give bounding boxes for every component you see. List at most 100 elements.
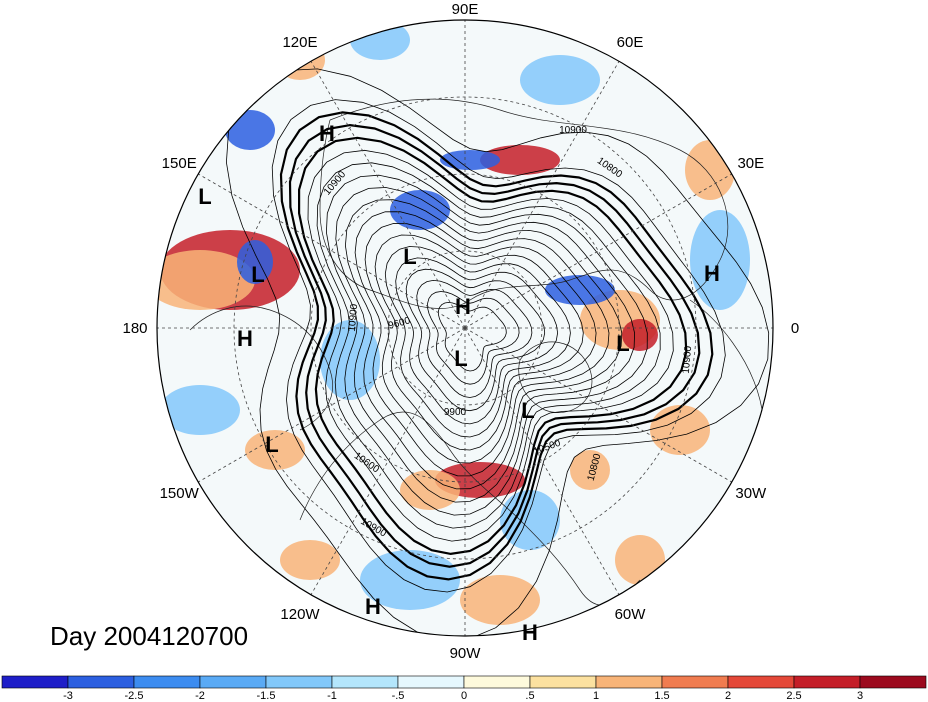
colorbar-tick-label: 0 [461,690,467,702]
height-contour [271,99,726,593]
height-contour [374,234,584,451]
colorbar-tick-label: -.5 [392,690,405,702]
height-contour [344,199,623,490]
contour-value-label: 10900 [347,303,360,332]
anomaly-patch [280,540,340,580]
anomaly-patch [157,250,255,310]
coastline-north-america [299,411,641,606]
low-pressure-label: L [403,244,416,269]
colorbar-segment [199,675,267,689]
height-contour [288,123,701,568]
longitude-label: 150W [160,485,200,502]
longitude-label: 60E [617,34,644,51]
colorbar-tick-label: -2.5 [125,690,144,702]
colorbar-tick-label: -1.5 [257,690,276,702]
high-pressure-label: H [522,620,538,645]
colorbar-segment [331,675,399,689]
coastline-alaska [189,305,333,431]
latitude-circle [387,250,543,406]
colorbar-tick-label: 2.5 [786,690,801,702]
anomaly-patch [480,145,560,175]
anomaly-patch [622,319,658,351]
colorbar-tick-label: 1 [593,690,599,702]
anomaly-patch [237,240,273,284]
low-pressure-label: L [251,262,264,287]
longitude-label: 0 [791,320,799,337]
height-contour [335,187,636,503]
colorbar-segment [793,675,861,689]
anomaly-patch [685,140,735,200]
longitude-label: 60W [615,606,647,623]
height-contour [395,257,559,425]
longitude-label: 30W [735,485,767,502]
coastlines [189,98,765,606]
coastline-greenland [518,341,593,413]
anomaly-patch [390,190,450,230]
longitude-label: 180 [122,320,147,337]
colorbar-segment [595,675,663,689]
height-contour [384,246,571,438]
height-contour [279,111,714,581]
height-contour [427,291,520,385]
anomaly-patch [520,55,600,105]
colorbar-segment [1,675,69,689]
colorbar-segment [133,675,201,689]
map-border [156,19,774,637]
longitude-labels: 90E 60E 30E 0 30W 60W 90W 120W 150W 180 150E 120E [122,1,799,662]
low-pressure-label: L [454,346,467,371]
anomaly-patch [350,20,410,60]
low-pressure-label: L [198,184,211,209]
height-contour [416,279,533,398]
colorbar-tick-label: 2 [725,690,731,702]
high-pressure-label: H [319,121,335,146]
anomaly-patch [440,150,500,170]
colorbar-segment [859,675,927,689]
low-pressure-label: L [265,432,278,457]
colorbar-segment [727,675,795,689]
height-contour [437,301,507,372]
colorbar: -3 -2.5 -2 -1.5 -1 -.5 0 .5 1 1.5 2 2.5 3 [1,675,927,702]
low-pressure-label: L [616,331,629,356]
longitude-label: 30E [737,155,764,172]
high-pressure-label: H [455,294,471,319]
colorbar-segment [463,675,531,689]
height-contour [354,211,610,477]
low-pressure-label: L [521,398,534,423]
coastline-eurasia [319,98,729,309]
anomaly-patch [545,275,615,305]
colorbar-tick-label: -3 [63,690,73,702]
anomaly-patch [225,110,275,150]
colorbar-segment [67,675,135,689]
latitude-circle [310,173,620,483]
height-contours [225,68,770,636]
anomaly-patch [320,320,380,400]
longitude-label: 120W [280,606,320,623]
colorbar-segment [265,675,333,689]
day-label: Day 2004120700 [50,621,248,651]
anomaly-patch [570,450,610,490]
colorbar-segment [661,675,729,689]
anomaly-patch [650,405,710,455]
height-contour [364,223,597,464]
colorbar-segment [529,675,597,689]
contour-value-label: 10900 [681,345,694,374]
colorbar-tick-label: 3 [857,690,863,702]
high-pressure-label: H [704,261,720,286]
anomaly-patch [160,385,240,435]
colorbar-tick-label: 1.5 [654,690,669,702]
height-contour [316,162,661,529]
graticule [157,20,773,636]
high-pressure-label: H [237,326,253,351]
contour-value-label: 9900 [444,407,467,418]
colorbar-tick-label: .5 [525,690,534,702]
colorbar-tick-label: -1 [327,690,337,702]
height-contour [405,268,546,412]
colorbar-segment [397,675,465,689]
anomaly-patch [460,575,540,625]
longitude-label: 90W [450,645,482,662]
longitude-label: 90E [452,1,479,18]
height-contour [225,68,770,636]
longitude-label: 120E [282,34,317,51]
anomaly-patch [245,430,305,470]
